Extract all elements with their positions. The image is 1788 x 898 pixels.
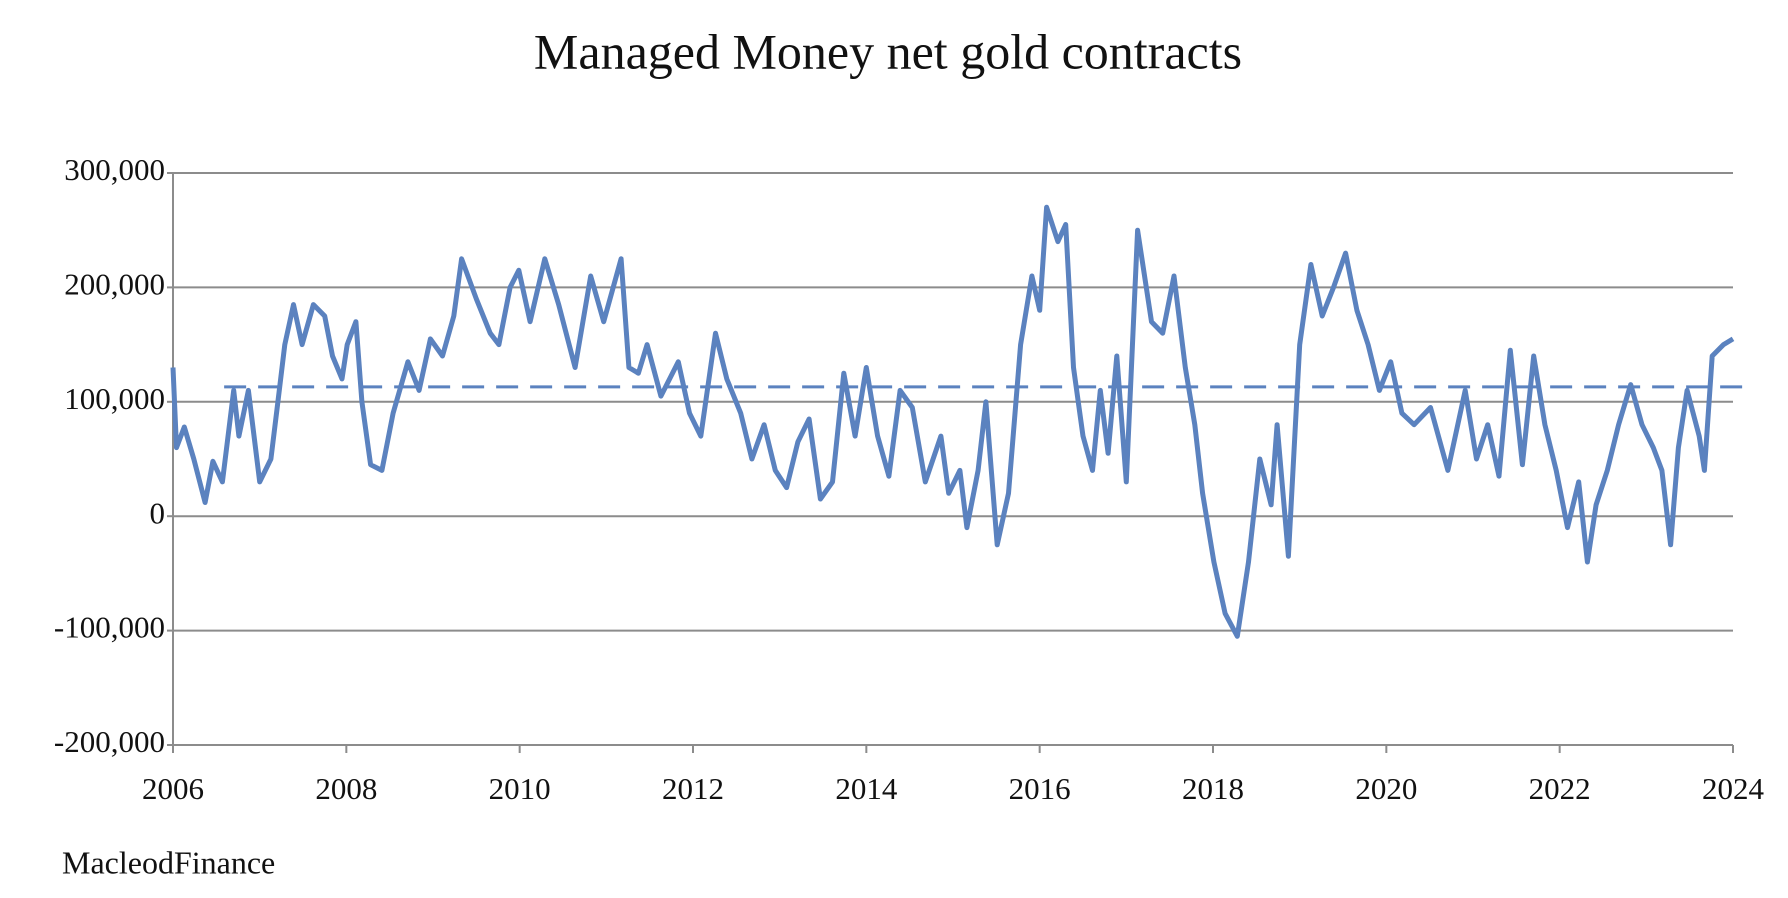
- x-tick-label: 2012: [662, 771, 724, 806]
- x-tick-label: 2024: [1702, 771, 1765, 806]
- x-tick-label: 2022: [1529, 771, 1591, 806]
- x-tick-label: 2008: [315, 771, 377, 806]
- data-line: [170, 204, 1735, 639]
- x-tick-label: 2016: [1009, 771, 1071, 806]
- chart-title: Managed Money net gold contracts: [534, 23, 1242, 79]
- x-tick-label: 2020: [1355, 771, 1417, 806]
- y-tick-label: 300,000: [64, 152, 165, 187]
- y-tick-label: 200,000: [64, 267, 165, 302]
- y-tick-label: 0: [150, 495, 166, 530]
- source-label: MacleodFinance: [62, 844, 275, 880]
- y-tick-label: 100,000: [64, 381, 165, 416]
- y-tick-label: -100,000: [54, 610, 165, 645]
- x-tick-label: 2014: [835, 771, 898, 806]
- x-tick-label: 2010: [489, 771, 551, 806]
- x-tick-label: 2018: [1182, 771, 1244, 806]
- y-tick-label: -200,000: [54, 724, 165, 759]
- x-tick-label: 2006: [142, 771, 204, 806]
